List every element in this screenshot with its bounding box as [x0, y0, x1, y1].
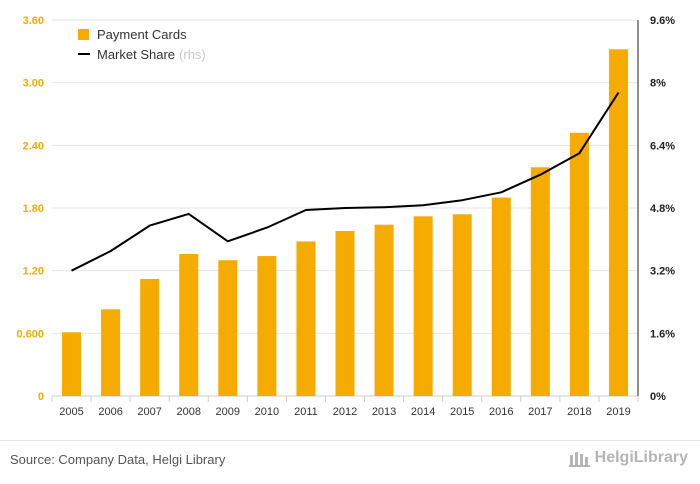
x-tick-label: 2015	[450, 406, 474, 418]
right-tick-label: 8%	[650, 78, 666, 90]
bar	[257, 256, 277, 396]
x-tick-label: 2005	[59, 406, 83, 418]
axes: 0 0.600 1.20 1.80 2.40 3.00 3.60 0% 1.6% 3.2% 4.8%…	[16, 15, 675, 418]
x-tick-label: 2014	[411, 406, 435, 418]
x-tick-label: 2019	[606, 406, 630, 418]
bar	[374, 224, 394, 396]
right-tick-label: 0%	[650, 391, 666, 403]
bar	[101, 309, 121, 396]
x-tick-label: 2016	[489, 406, 513, 418]
right-tick-label: 9.6%	[650, 15, 675, 27]
library-building-icon	[568, 452, 590, 467]
line-series	[71, 91, 620, 272]
right-tick-label: 6.4%	[650, 140, 675, 152]
x-tick-label: 2018	[567, 406, 591, 418]
bar	[413, 216, 433, 396]
bar	[569, 132, 589, 397]
bar	[140, 279, 160, 396]
bar	[218, 260, 238, 396]
bar	[335, 230, 355, 396]
legend-swatch-payment-cards	[78, 29, 89, 40]
bar	[608, 49, 628, 396]
legend: Payment Cards Market Share (rhs)	[78, 27, 206, 62]
left-tick-label: 2.40	[23, 140, 44, 152]
right-tick-label: 4.8%	[650, 203, 675, 215]
right-tick-label: 3.2%	[650, 266, 675, 278]
bar-series	[62, 49, 628, 397]
left-tick-label: 3.00	[23, 78, 44, 90]
bar	[62, 332, 82, 396]
left-tick-label: 1.20	[23, 266, 44, 278]
x-tick-label: 2011	[294, 406, 318, 418]
left-tick-label: 3.60	[23, 15, 44, 27]
left-tick-label: 0.600	[16, 328, 44, 340]
x-tick-label: 2013	[372, 406, 396, 418]
x-tick-label: 2010	[255, 406, 279, 418]
bar	[530, 167, 550, 396]
left-tick-label: 0	[38, 391, 44, 403]
left-tick-label: 1.80	[23, 203, 44, 215]
x-tick-label: 2012	[333, 406, 357, 418]
right-tick-label: 1.6%	[650, 328, 675, 340]
helgi-library-logo[interactable]: HelgiLibrary	[568, 449, 688, 467]
bar	[491, 197, 511, 396]
x-tick-label: 2017	[528, 406, 552, 418]
source-text: Source: Company Data, Helgi Library	[10, 452, 226, 467]
market-share-line	[71, 91, 620, 272]
footer: Source: Company Data, Helgi Library Helg…	[0, 440, 700, 484]
legend-label-market-share: Market Share (rhs)	[97, 47, 206, 62]
bar	[296, 241, 316, 396]
x-tick-label: 2009	[216, 406, 240, 418]
legend-label-payment-cards: Payment Cards	[97, 27, 187, 42]
logo-text: HelgiLibrary	[594, 449, 688, 466]
chart: 0 0.600 1.20 1.80 2.40 3.00 3.60 0% 1.6% 3.2% 4.8%…	[16, 15, 675, 418]
x-tick-label: 2008	[176, 406, 200, 418]
bar	[452, 214, 472, 396]
x-tick-label: 2007	[137, 406, 161, 418]
x-tick-label: 2006	[98, 406, 122, 418]
bar	[179, 253, 199, 396]
